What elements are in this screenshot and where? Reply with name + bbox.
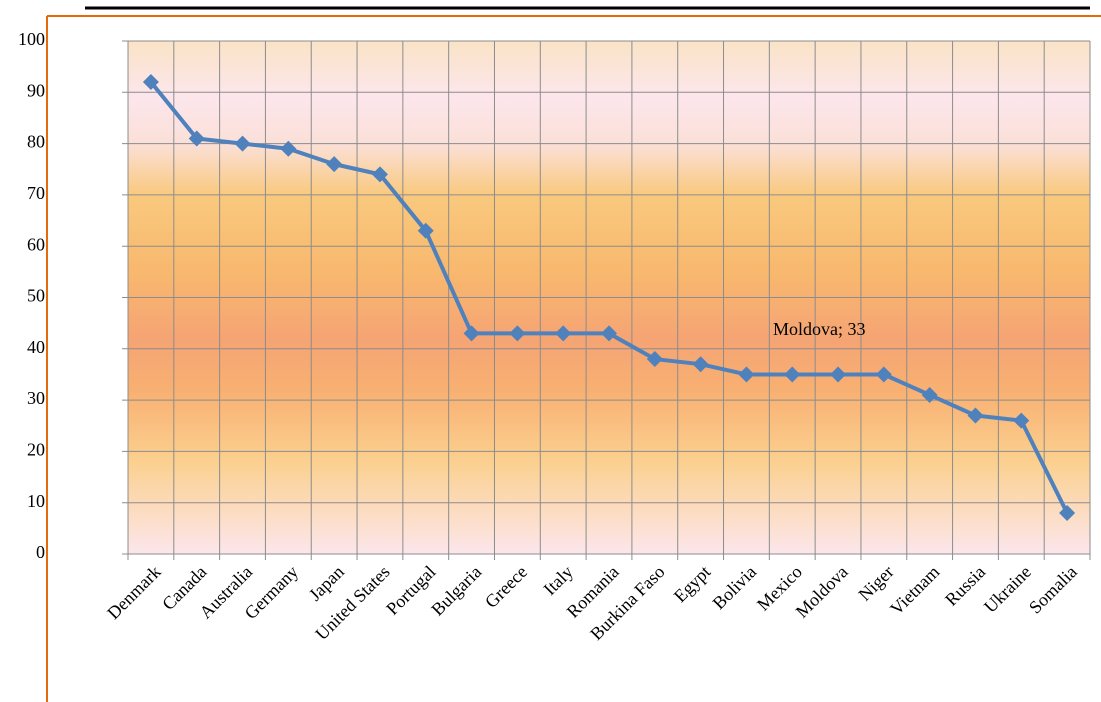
marker bbox=[646, 351, 663, 368]
y-tick-label: 70 bbox=[27, 183, 45, 203]
x-tick-label: Bolivia bbox=[709, 562, 761, 614]
marker bbox=[784, 366, 801, 383]
x-tick-label: Vietnam bbox=[886, 562, 943, 619]
marker bbox=[1059, 504, 1076, 521]
y-tick-label: 30 bbox=[27, 388, 45, 408]
marker bbox=[921, 386, 938, 403]
marker bbox=[188, 130, 205, 147]
x-tick-label: Somalia bbox=[1025, 562, 1081, 618]
y-tick-label: 60 bbox=[27, 234, 45, 254]
x-tick-label: Greece bbox=[481, 562, 531, 612]
y-tick-label: 100 bbox=[18, 29, 45, 49]
x-tick-label: Ukraine bbox=[980, 562, 1035, 617]
x-tick-label: Italy bbox=[539, 562, 576, 599]
y-tick-label: 50 bbox=[27, 286, 45, 306]
marker bbox=[830, 366, 847, 383]
marker bbox=[967, 407, 984, 424]
x-tick-label: Bulgaria bbox=[427, 562, 485, 620]
marker bbox=[1013, 412, 1030, 429]
marker bbox=[509, 325, 526, 342]
y-tick-label: 40 bbox=[27, 337, 45, 357]
marker bbox=[555, 325, 572, 342]
x-tick-label: Denmark bbox=[103, 562, 165, 624]
x-tick-label: Niger bbox=[854, 562, 897, 605]
marker bbox=[326, 156, 343, 173]
y-tick-label: 90 bbox=[27, 80, 45, 100]
marker bbox=[417, 222, 434, 239]
y-tick-label: 80 bbox=[27, 132, 45, 152]
marker bbox=[738, 366, 755, 383]
x-tick-label: Japan bbox=[305, 562, 348, 605]
y-tick-label: 0 bbox=[36, 542, 45, 562]
annotation: Moldova; 33 bbox=[773, 319, 866, 339]
marker bbox=[280, 140, 297, 157]
y-tick-label: 10 bbox=[27, 491, 45, 511]
marker bbox=[234, 135, 251, 152]
marker bbox=[875, 366, 892, 383]
marker bbox=[142, 74, 159, 91]
marker bbox=[601, 325, 617, 342]
marker bbox=[692, 356, 709, 373]
y-tick-label: 20 bbox=[27, 440, 45, 460]
marker bbox=[463, 325, 480, 342]
marker bbox=[371, 166, 388, 183]
